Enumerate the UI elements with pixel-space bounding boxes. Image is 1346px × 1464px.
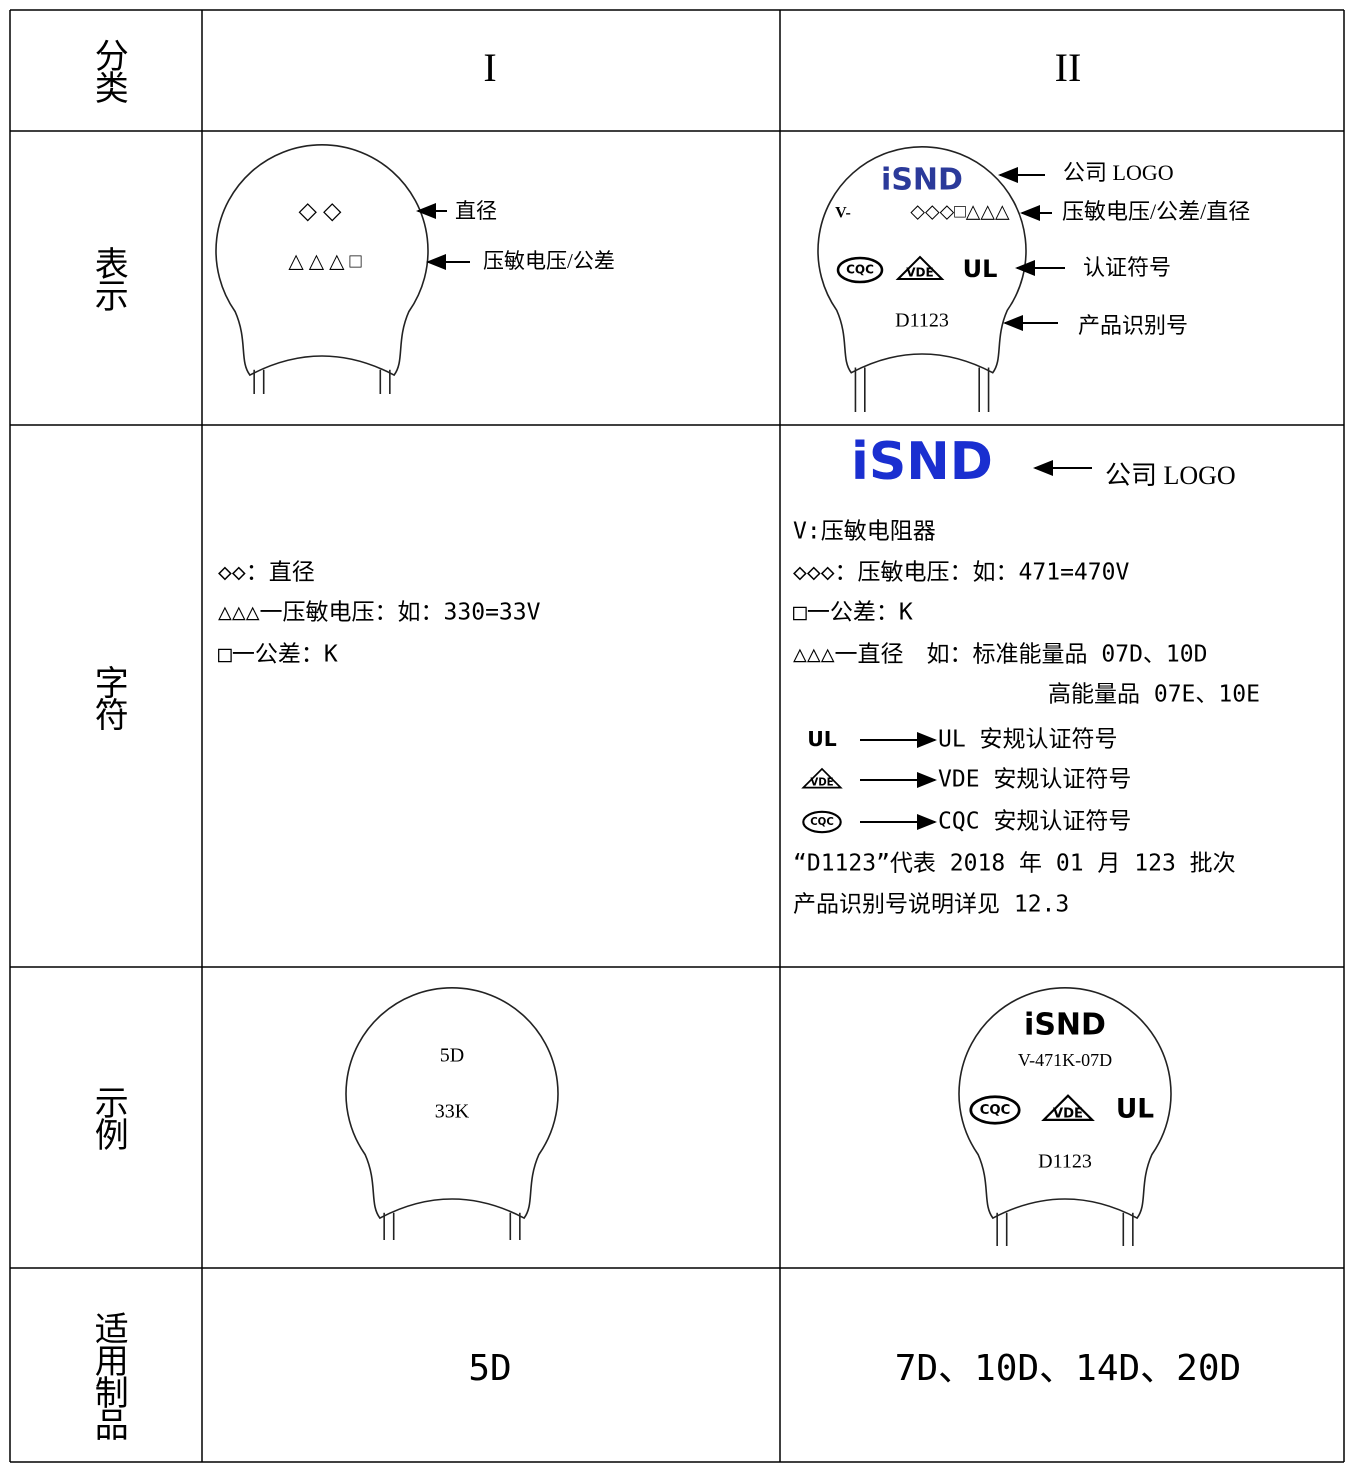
cert-icon: UL (807, 727, 837, 751)
cert-frame (802, 810, 842, 834)
cert-icon: VDE (906, 266, 933, 280)
component-outline (958, 987, 1172, 1220)
product-code: D1123 (895, 310, 949, 332)
cert-icons: CQC VDE UL (836, 255, 998, 284)
cert-frame (895, 255, 945, 280)
description: UL 安规认证符号 (938, 727, 1118, 753)
component-outline (817, 145, 1027, 374)
description: □一公差：K (793, 600, 913, 626)
cert-icon: UL (1116, 1094, 1154, 1125)
cert-frame (969, 1095, 1021, 1125)
description: “D1123”代表 2018 年 01 月 123 批次 (793, 851, 1236, 877)
description: ◇◇：直径 (218, 560, 315, 586)
marking: 5D (440, 1045, 464, 1067)
component-outline (345, 987, 559, 1220)
product-range: 5D (468, 1348, 511, 1389)
marks: ◇ ◇ (299, 199, 342, 225)
marking: 33K (435, 1101, 470, 1123)
description: 产品识别号说明详见 12.3 (793, 892, 1069, 918)
description: ◇◇◇：压敏电压：如：471=470V (793, 560, 1129, 586)
row-label: 适用制品 (89, 1311, 127, 1441)
cert-icon: VDE (1053, 1106, 1083, 1121)
description: □一公差：K (218, 642, 338, 668)
description: 高能量品 07E、10E (1048, 682, 1260, 708)
callout: 压敏电压/公差/直径 (1062, 199, 1250, 224)
column-header: II (1055, 45, 1082, 90)
marks: ◇◇◇□△△△ (910, 201, 1010, 222)
marks: △ △ △ □ (288, 251, 361, 273)
logo: iSND (851, 432, 993, 492)
callout: 压敏电压/公差 (483, 249, 615, 273)
cert-icon: CQC (810, 817, 834, 828)
cert-icons: CQC VDE UL (969, 1094, 1154, 1125)
logo: iSND (1024, 1008, 1106, 1043)
component-outline (215, 144, 429, 377)
cert-icon: UL (963, 255, 998, 283)
cert-frame (836, 256, 884, 284)
product-range: 7D、10D、14D、20D (895, 1348, 1241, 1389)
model: V-471K-07D (1018, 1050, 1112, 1070)
description: △△△一直径 如：标准能量品 07D、10D (793, 642, 1207, 668)
callout: 认证符号 (1083, 255, 1171, 280)
logo: iSND (881, 163, 963, 198)
product-code: D1123 (1038, 1151, 1092, 1173)
description: VDE 安规认证符号 (938, 767, 1131, 793)
callout: 公司 LOGO (1105, 461, 1236, 490)
row-label: 字符 (89, 665, 127, 731)
callout: 直径 (455, 199, 497, 223)
description: △△△一压敏电压：如：330=33V (218, 600, 541, 626)
callout: 公司 LOGO (1063, 160, 1174, 185)
cert-icon: CQC (846, 263, 874, 277)
marking-prefix: V- (835, 205, 851, 222)
cert-icon: CQC (980, 1103, 1011, 1118)
description: V:压敏电阻器 (793, 519, 936, 545)
cert-legend: UL UL 安规认证符号 VDE VDE 安规认证符号 CQC CQC 安规认证符号 (801, 727, 1131, 835)
row-label: 表示 (89, 246, 127, 311)
cert-icon: VDE (810, 778, 833, 789)
cert-frame (1041, 1094, 1095, 1121)
row-label: 分类 (89, 38, 127, 104)
callout: 产品识别号 (1078, 313, 1188, 338)
description: CQC 安规认证符号 (938, 809, 1131, 835)
column-header: I (483, 45, 496, 90)
cert-frame (801, 767, 843, 789)
table-grid (9, 9, 1345, 1463)
row-label: 示例 (89, 1085, 127, 1151)
